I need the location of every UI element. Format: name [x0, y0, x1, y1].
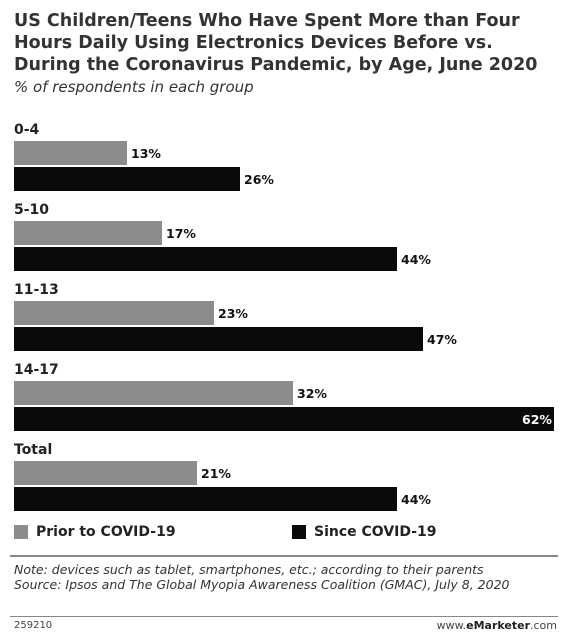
- brand-name: eMarketer: [466, 619, 530, 632]
- legend-label-prior: Prior to COVID-19: [36, 524, 176, 540]
- chart-subtitle: % of respondents in each group: [14, 78, 254, 96]
- data-label-since: 44%: [401, 492, 431, 507]
- legend-swatch-since: [292, 525, 306, 539]
- category-label: Total: [14, 442, 53, 458]
- data-label-since: 47%: [427, 332, 457, 347]
- category-label: 11-13: [14, 282, 59, 298]
- bar-prior: [14, 461, 197, 485]
- legend-item-prior: Prior to COVID-19: [14, 524, 176, 540]
- brand-suffix: .com: [530, 619, 557, 632]
- bar-prior: [14, 381, 293, 405]
- notes-divider: [10, 555, 558, 557]
- note-text: Note: devices such as tablet, smartphone…: [14, 562, 484, 577]
- data-label-prior: 32%: [297, 386, 327, 401]
- data-label-prior: 21%: [201, 466, 231, 481]
- legend-swatch-prior: [14, 525, 28, 539]
- legend-label-since: Since COVID-19: [314, 524, 437, 540]
- brand-prefix: www.: [436, 619, 467, 632]
- bar-prior: [14, 141, 127, 165]
- category-label: 5-10: [14, 202, 50, 218]
- category-label: 14-17: [14, 362, 59, 378]
- bar-since: [14, 247, 397, 271]
- chart-notes: Note: devices such as tablet, smartphone…: [14, 562, 559, 592]
- category-label: 0-4: [14, 122, 40, 138]
- bar-since: [14, 407, 554, 431]
- bar-since: [14, 167, 240, 191]
- brand-link[interactable]: www.eMarketer.com: [437, 619, 557, 632]
- bar-prior: [14, 221, 162, 245]
- data-label-prior: 13%: [131, 146, 161, 161]
- chart-title: US Children/Teens Who Have Spent More th…: [14, 11, 538, 75]
- footer-divider: [10, 616, 558, 617]
- bar-since: [14, 487, 397, 511]
- data-label-since: 44%: [401, 252, 431, 267]
- bar-since: [14, 327, 423, 351]
- legend-item-since: Since COVID-19: [292, 524, 437, 540]
- data-label-prior: 23%: [218, 306, 248, 321]
- chart-legend: Prior to COVID-19 Since COVID-19: [14, 524, 554, 546]
- data-label-since: 62%: [522, 412, 552, 427]
- chart-id: 259210: [14, 620, 53, 631]
- bar-prior: [14, 301, 214, 325]
- data-label-prior: 17%: [166, 226, 196, 241]
- source-text: Source: Ipsos and The Global Myopia Awar…: [14, 576, 510, 592]
- data-label-since: 26%: [244, 172, 274, 187]
